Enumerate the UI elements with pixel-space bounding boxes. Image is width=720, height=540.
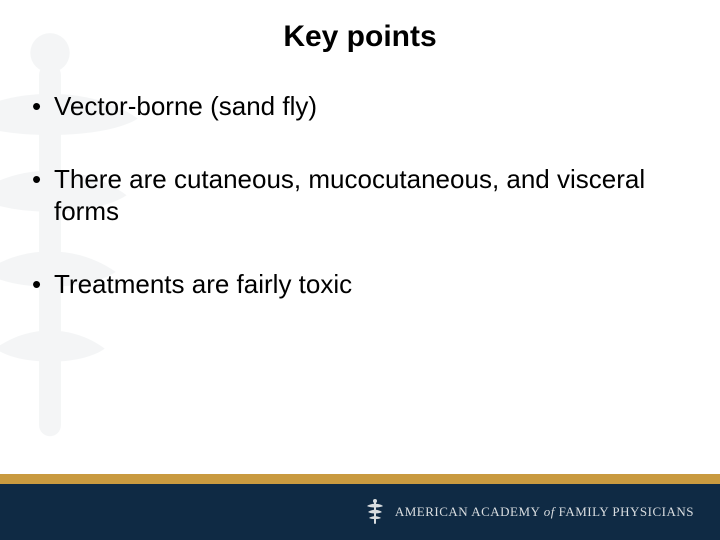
bullet-item: There are cutaneous, mucocutaneous, and … xyxy=(30,163,690,228)
footer-stripe-gold xyxy=(0,474,720,484)
bullet-list: Vector-borne (sand fly) There are cutane… xyxy=(30,90,690,340)
footer-brand: AMERICAN ACADEMY of FAMILY PHYSICIANS xyxy=(365,498,694,526)
footer-brand-text: AMERICAN ACADEMY of FAMILY PHYSICIANS xyxy=(395,504,694,520)
slide: Key points Vector-borne (sand fly) There… xyxy=(0,0,720,540)
caduceus-icon xyxy=(365,498,385,526)
brand-text-after: FAMILY PHYSICIANS xyxy=(555,504,694,519)
footer-stripe-navy: AMERICAN ACADEMY of FAMILY PHYSICIANS xyxy=(0,484,720,540)
slide-footer: AMERICAN ACADEMY of FAMILY PHYSICIANS xyxy=(0,474,720,540)
bullet-item: Vector-borne (sand fly) xyxy=(30,90,690,123)
brand-text-before: AMERICAN ACADEMY xyxy=(395,504,544,519)
brand-text-of: of xyxy=(544,504,555,519)
bullet-item: Treatments are fairly toxic xyxy=(30,268,690,301)
slide-title: Key points xyxy=(0,20,720,54)
